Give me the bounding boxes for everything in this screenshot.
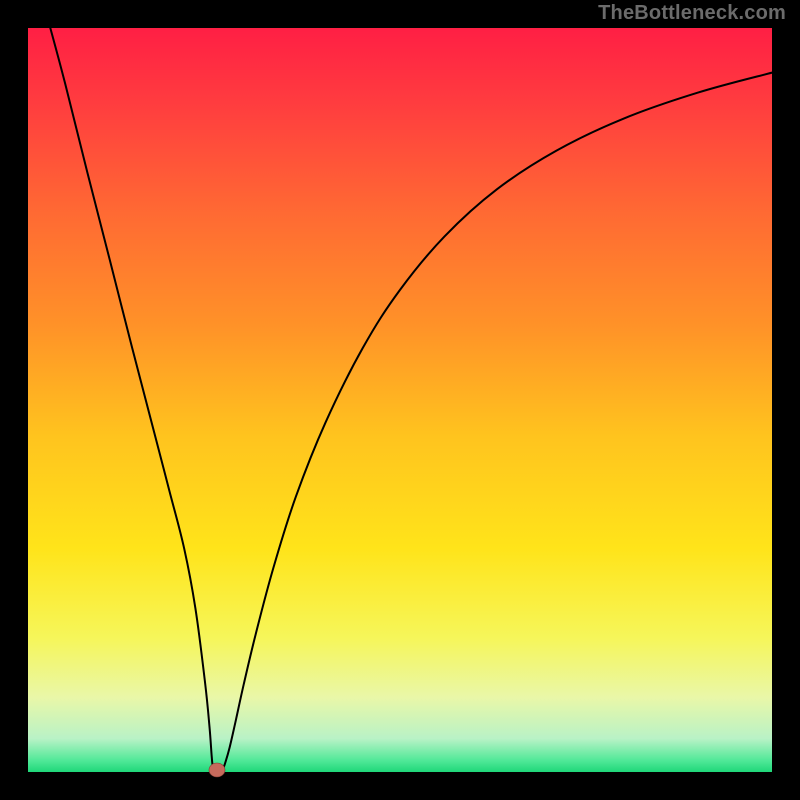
optimal-point-marker (209, 763, 225, 777)
bottleneck-curve-chart (0, 0, 800, 800)
chart-frame: TheBottleneck.com (0, 0, 800, 800)
watermark-text: TheBottleneck.com (598, 2, 786, 25)
chart-background (28, 28, 772, 772)
